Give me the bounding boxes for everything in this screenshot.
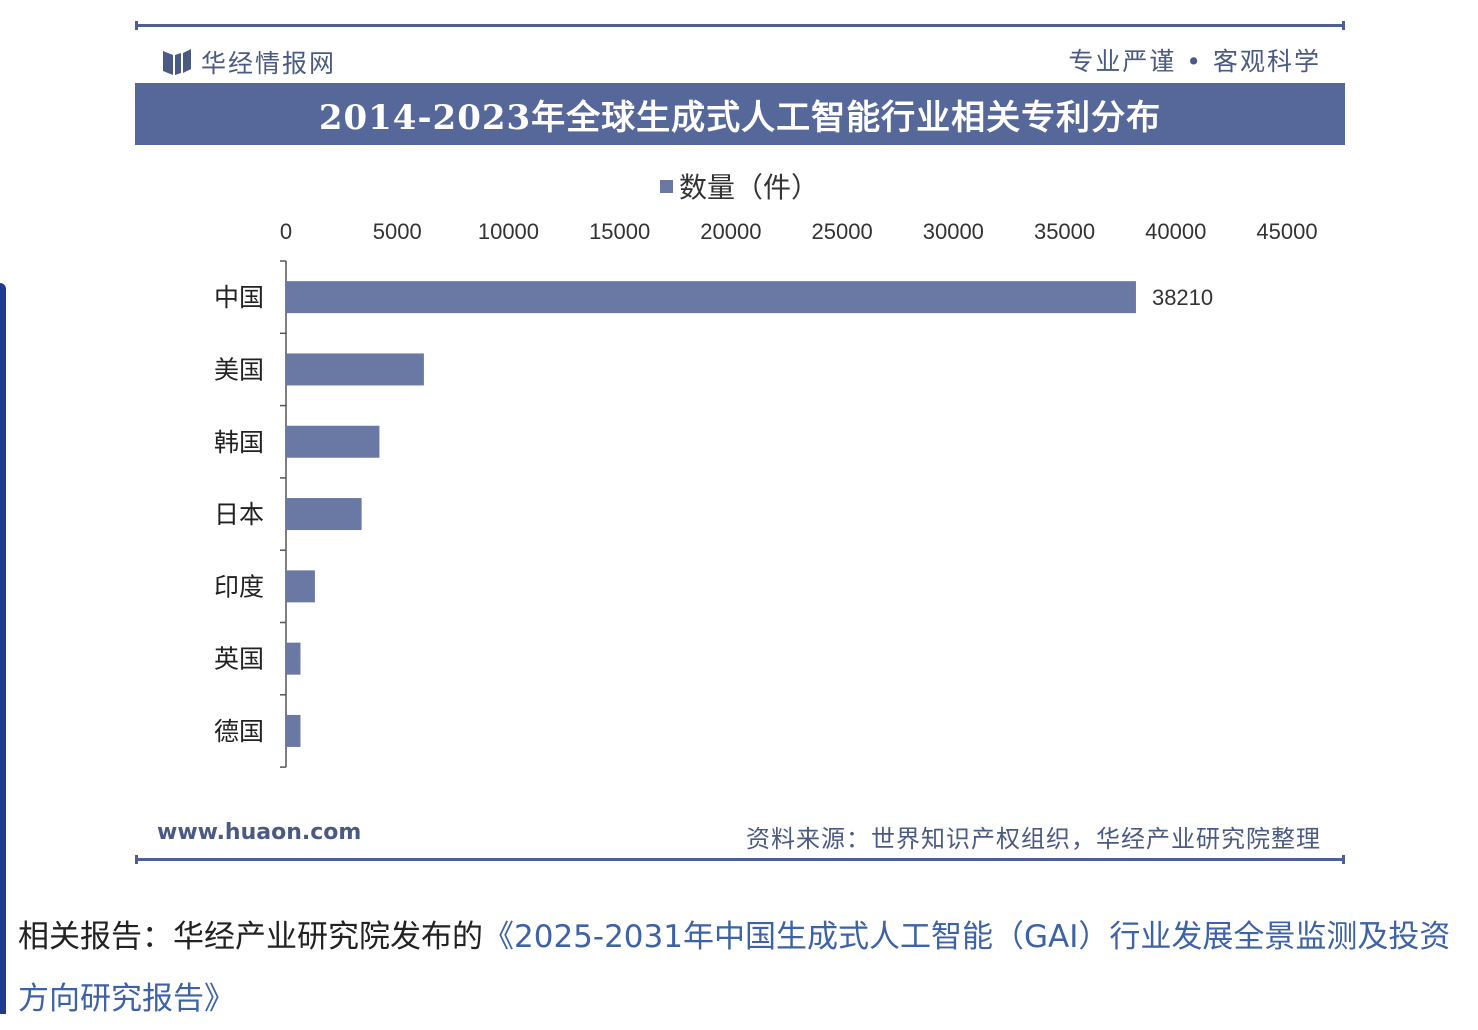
category-label: 日本 [214, 500, 264, 529]
x-tick-label: 20000 [700, 219, 761, 244]
chart-title: 2014-2023年全球生成式人工智能行业相关专利分布 [318, 97, 1162, 138]
bar-chart: 0 5000 10000 15000 20000 25000 30000 35000 40000… [214, 219, 1318, 768]
category-label: 英国 [214, 645, 264, 674]
brand-logo: 华经情报网 [163, 44, 336, 80]
logo-icon [163, 49, 191, 75]
brand-name: 华经情报网 [201, 49, 337, 78]
bar [286, 281, 1136, 314]
x-tick-label: 45000 [1256, 219, 1317, 244]
footer-url[interactable]: www.huaon.com [157, 820, 362, 845]
chart-card: 华经情报网 专业严谨 • 客观科学 2014-2023年全球生成式人工智能行业相… [135, 21, 1345, 864]
bottom-rule [135, 855, 1345, 864]
bar [286, 570, 315, 603]
left-accent-bar [0, 283, 6, 1014]
x-tick-label: 40000 [1145, 219, 1206, 244]
x-tick-label: 0 [280, 219, 292, 244]
legend-swatch [660, 179, 673, 193]
category-label: 韩国 [214, 428, 264, 457]
legend-label: 数量（件） [679, 171, 820, 204]
footer-source: 资料来源：世界知识产权组织，华经产业研究院整理 [746, 825, 1321, 853]
category-label: 美国 [214, 355, 264, 384]
related-report: 相关报告：华经产业研究院发布的《2025-2031年中国生成式人工智能（GAI）… [18, 906, 1468, 1030]
legend: 数量（件） [660, 166, 819, 206]
x-tick-label: 15000 [589, 219, 650, 244]
category-label: 德国 [214, 717, 264, 746]
data-label: 38210 [1152, 285, 1213, 310]
slogan: 专业严谨 • 客观科学 [1068, 47, 1321, 76]
title-bar: 2014-2023年全球生成式人工智能行业相关专利分布 [135, 83, 1345, 145]
bar [286, 353, 424, 386]
bar [286, 642, 301, 675]
x-tick-label: 5000 [373, 219, 422, 244]
category-label: 印度 [214, 572, 264, 601]
category-label: 中国 [214, 283, 264, 312]
x-tick-label: 25000 [812, 219, 873, 244]
x-tick-label: 30000 [923, 219, 984, 244]
bar [286, 714, 301, 747]
bar [286, 498, 362, 531]
bar [286, 425, 380, 458]
top-rule [135, 21, 1345, 30]
x-tick-label: 10000 [478, 219, 539, 244]
x-tick-label: 35000 [1034, 219, 1095, 244]
related-report-link[interactable]: 《2025-2031年中国生成式人工智能（GAI）行业发展全景监测及投资方向研究… [18, 919, 1451, 1017]
related-prefix: 相关报告：华经产业研究院发布的 [18, 919, 483, 955]
